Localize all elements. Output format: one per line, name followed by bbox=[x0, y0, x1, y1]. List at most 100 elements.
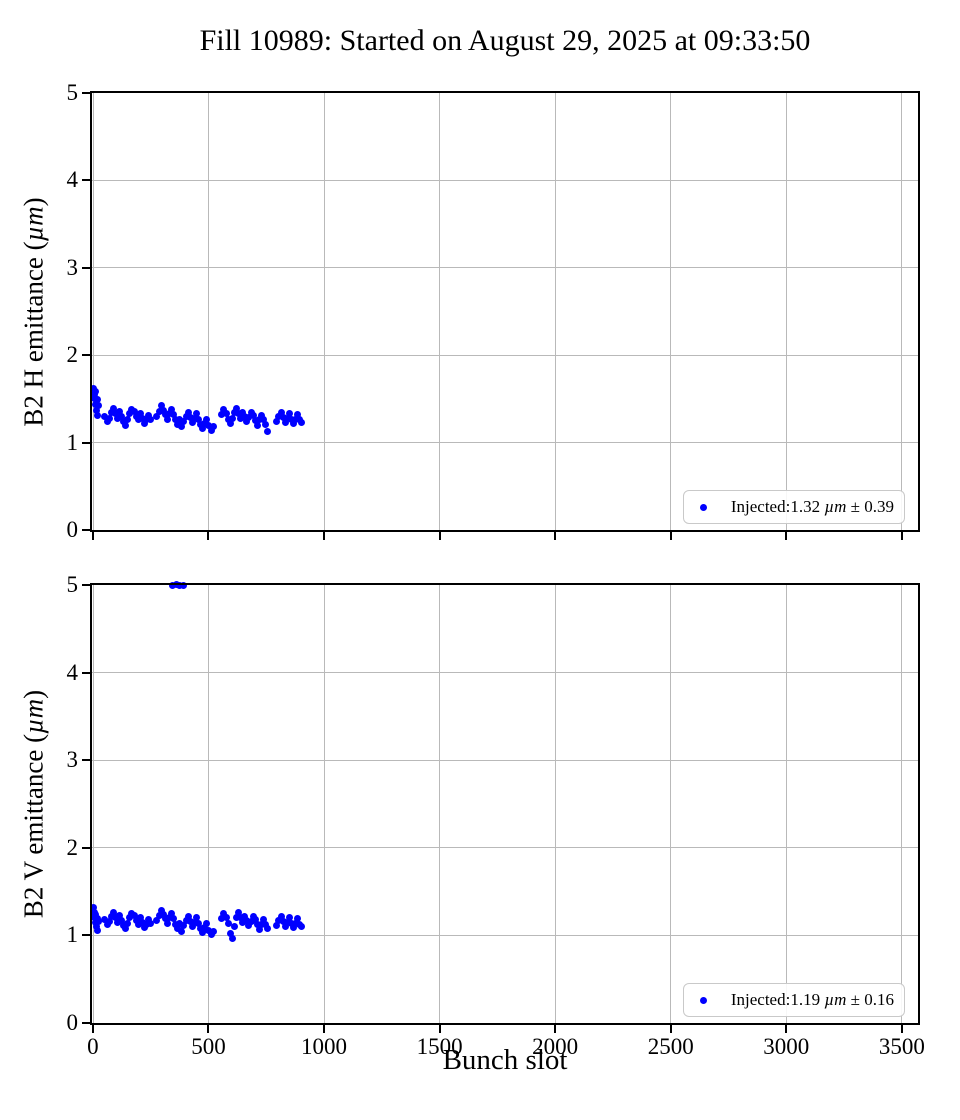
x-tick-label: 1500 bbox=[416, 1034, 463, 1059]
data-point bbox=[170, 915, 178, 923]
data-point bbox=[290, 419, 298, 427]
gridline-horizontal bbox=[92, 267, 918, 269]
data-point bbox=[247, 917, 255, 925]
data-point bbox=[138, 918, 146, 926]
b2-v-emittance-plot: B2 V emittance (µm) Injected:1.19 µm ± 0… bbox=[19, 573, 925, 1059]
data-point bbox=[255, 925, 263, 933]
gridline-vertical bbox=[92, 585, 94, 1023]
data-point bbox=[279, 413, 287, 421]
data-point bbox=[264, 427, 272, 435]
y-tick-label: 1 bbox=[66, 922, 79, 948]
gridline-vertical bbox=[554, 93, 556, 530]
data-point bbox=[197, 924, 205, 932]
data-point bbox=[203, 919, 211, 927]
data-point bbox=[205, 422, 213, 430]
gridline-vertical bbox=[901, 93, 903, 530]
data-point bbox=[205, 926, 213, 934]
x-tick-mark bbox=[900, 532, 903, 540]
data-point bbox=[155, 911, 163, 919]
data-point bbox=[203, 415, 211, 423]
x-tick-mark bbox=[554, 1025, 557, 1033]
data-point bbox=[188, 923, 196, 931]
data-point bbox=[199, 929, 207, 937]
data-point bbox=[209, 927, 217, 935]
data-point bbox=[207, 931, 215, 939]
data-point bbox=[257, 920, 265, 928]
data-point bbox=[226, 930, 234, 938]
data-point bbox=[109, 909, 117, 917]
data-point bbox=[298, 923, 306, 931]
data-point bbox=[273, 418, 281, 426]
data-point bbox=[157, 402, 165, 410]
data-point bbox=[176, 415, 184, 423]
data-point bbox=[220, 910, 228, 917]
legend-label: Injected:1.32 µm ± 0.39 bbox=[731, 497, 894, 517]
data-point bbox=[122, 924, 130, 932]
data-point bbox=[93, 396, 101, 404]
data-point bbox=[292, 415, 300, 423]
y-tick-mark bbox=[82, 529, 90, 531]
legend-stddev: ± 0.16 bbox=[846, 990, 894, 1009]
data-point bbox=[241, 912, 249, 920]
y-tick-label: 0 bbox=[66, 1010, 79, 1035]
y-tick-mark bbox=[82, 671, 90, 674]
data-point bbox=[253, 421, 261, 429]
data-point bbox=[105, 917, 113, 925]
data-point bbox=[140, 419, 148, 427]
data-point bbox=[92, 388, 100, 396]
data-point bbox=[165, 914, 173, 922]
data-point bbox=[143, 416, 151, 424]
data-point bbox=[134, 920, 142, 928]
data-point bbox=[245, 922, 253, 930]
y-tick-label: 2 bbox=[66, 342, 79, 368]
data-point bbox=[130, 911, 138, 919]
data-point bbox=[113, 918, 121, 926]
data-point bbox=[163, 919, 171, 927]
data-point bbox=[126, 914, 134, 922]
data-point bbox=[182, 412, 190, 420]
legend: Injected:1.32 µm ± 0.39 bbox=[682, 490, 905, 524]
y-tick-mark bbox=[82, 759, 90, 762]
data-point bbox=[190, 414, 198, 422]
x-tick-mark bbox=[900, 1025, 903, 1033]
data-point bbox=[180, 922, 188, 930]
y-tick-mark bbox=[82, 1022, 90, 1024]
data-point bbox=[237, 914, 245, 922]
x-tick-mark bbox=[785, 532, 788, 540]
data-point bbox=[277, 912, 285, 920]
data-point bbox=[262, 920, 270, 928]
x-tick-label: 2000 bbox=[532, 1034, 579, 1059]
data-point bbox=[161, 411, 169, 419]
data-point bbox=[111, 410, 119, 418]
gridline-horizontal bbox=[92, 847, 918, 849]
data-point bbox=[283, 414, 291, 422]
data-point bbox=[165, 410, 173, 418]
gridline-horizontal bbox=[92, 672, 918, 674]
x-tick-mark bbox=[554, 532, 557, 540]
data-point bbox=[283, 918, 291, 926]
data-point bbox=[218, 411, 226, 419]
y-tick-label: 5 bbox=[66, 80, 79, 105]
data-point bbox=[109, 405, 117, 412]
data-point bbox=[107, 912, 115, 920]
data-point bbox=[130, 407, 138, 415]
data-point bbox=[107, 408, 115, 416]
data-point bbox=[228, 414, 236, 422]
data-point bbox=[90, 903, 98, 911]
chart-title: Fill 10989: Started on August 29, 2025 a… bbox=[199, 24, 811, 57]
data-point bbox=[93, 406, 101, 414]
data-point bbox=[124, 415, 132, 423]
data-point bbox=[116, 911, 123, 919]
x-tick-label: 1000 bbox=[301, 1034, 348, 1059]
data-point bbox=[224, 919, 232, 927]
data-point bbox=[116, 407, 123, 415]
data-point bbox=[94, 402, 102, 410]
data-point bbox=[281, 923, 289, 931]
data-point bbox=[232, 405, 240, 412]
data-point bbox=[134, 416, 142, 424]
data-point bbox=[124, 919, 132, 927]
gridline-vertical bbox=[670, 585, 672, 1023]
y-tick-label: 4 bbox=[66, 167, 79, 193]
data-point bbox=[157, 907, 165, 915]
data-point bbox=[259, 916, 267, 924]
